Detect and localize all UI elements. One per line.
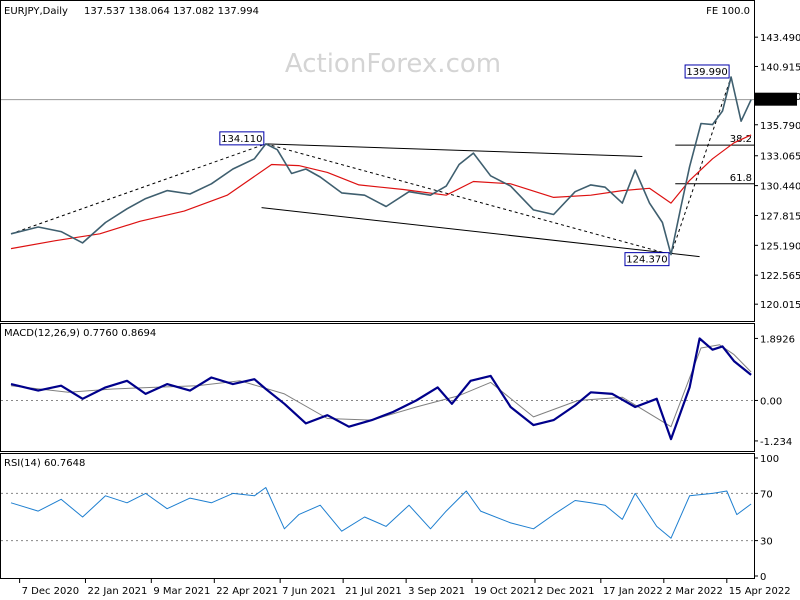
x-tick-label: 7 Jun 2021 [282, 586, 336, 597]
price-annotation-box [624, 252, 670, 267]
dashed-trendline [670, 76, 732, 255]
x-tick-label: 22 Jan 2021 [87, 586, 147, 597]
x-tick-label: 2 Mar 2022 [666, 586, 723, 597]
x-tick-label: 15 Apr 2022 [729, 586, 791, 597]
price-annotation-label: 134.110 [221, 134, 262, 145]
y-tick-label: 125.190 [760, 241, 800, 252]
y-tick-label: 0 [760, 572, 766, 583]
y-tick-label: 100 [760, 454, 779, 465]
last-price-tag [755, 92, 797, 106]
price-annotation-box [219, 131, 265, 146]
trendline [265, 143, 643, 157]
y-tick-label: 130.440 [760, 182, 800, 193]
y-tick-label: 122.565 [760, 271, 800, 282]
x-tick-label: 22 Apr 2021 [216, 586, 278, 597]
macd-panel-frame [0, 323, 755, 452]
y-tick-label: 140.915 [760, 62, 800, 73]
rsi-panel-title: RSI(14) 60.7648 [4, 458, 85, 469]
y-tick-label: 127.815 [760, 211, 800, 222]
price-panel-title: EURJPY,Daily [4, 6, 68, 17]
x-tick-label: 3 Sep 2021 [408, 586, 465, 597]
rsi-plot [1, 487, 754, 542]
moving-average-line [10, 134, 752, 250]
y-tick-label: 120.015 [760, 300, 800, 311]
trendline [261, 207, 700, 258]
x-tick-label: 2 Dec 2021 [537, 586, 595, 597]
price-corner-label: FE 100.0 [706, 6, 750, 17]
y-tick-label: 133.065 [760, 152, 800, 163]
macd-line [10, 337, 752, 441]
y-tick-label: 1.8926 [760, 334, 795, 345]
y-tick-label: 70 [760, 489, 773, 500]
macd-plot [1, 337, 754, 441]
x-tick-label: 19 Oct 2021 [474, 586, 536, 597]
y-tick-label: 143.490 [760, 33, 800, 44]
price-ohlc-header: 137.537 138.064 137.082 137.994 [84, 6, 259, 17]
x-tick-label: 9 Mar 2021 [153, 586, 210, 597]
last-price-label: 137.994 [755, 95, 796, 106]
price-line [10, 76, 752, 256]
macd-panel-title: MACD(12,26,9) 0.7760 0.8694 [4, 328, 156, 339]
dashed-trendline [265, 143, 672, 256]
x-tick-label: 7 Dec 2020 [22, 586, 80, 597]
y-tick-label: 30 [760, 537, 773, 548]
y-tick-label: 0.00 [760, 396, 782, 407]
price-annotation-label: 139.990 [686, 67, 727, 78]
fib-level-label: 61.8 [730, 173, 752, 184]
y-tick-label: -1.234 [760, 437, 792, 448]
x-tick-label: 21 Jul 2021 [345, 586, 402, 597]
price-annotation-box [684, 64, 730, 79]
x-tick-label: 17 Jan 2022 [603, 586, 663, 597]
rsi-panel-frame [0, 453, 755, 579]
rsi-line [10, 487, 752, 539]
price-panel-frame [0, 0, 755, 322]
watermark: ActionForex.com [285, 49, 501, 79]
y-tick-label: 135.790 [760, 121, 800, 132]
price-annotation-label: 124.370 [626, 255, 667, 266]
axes: 143.490140.915138.340135.790133.065130.4… [19, 33, 800, 597]
